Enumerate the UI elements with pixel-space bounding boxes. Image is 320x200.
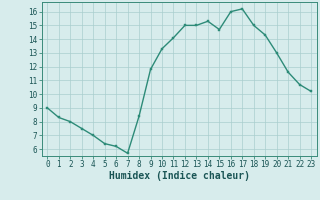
X-axis label: Humidex (Indice chaleur): Humidex (Indice chaleur)	[109, 171, 250, 181]
